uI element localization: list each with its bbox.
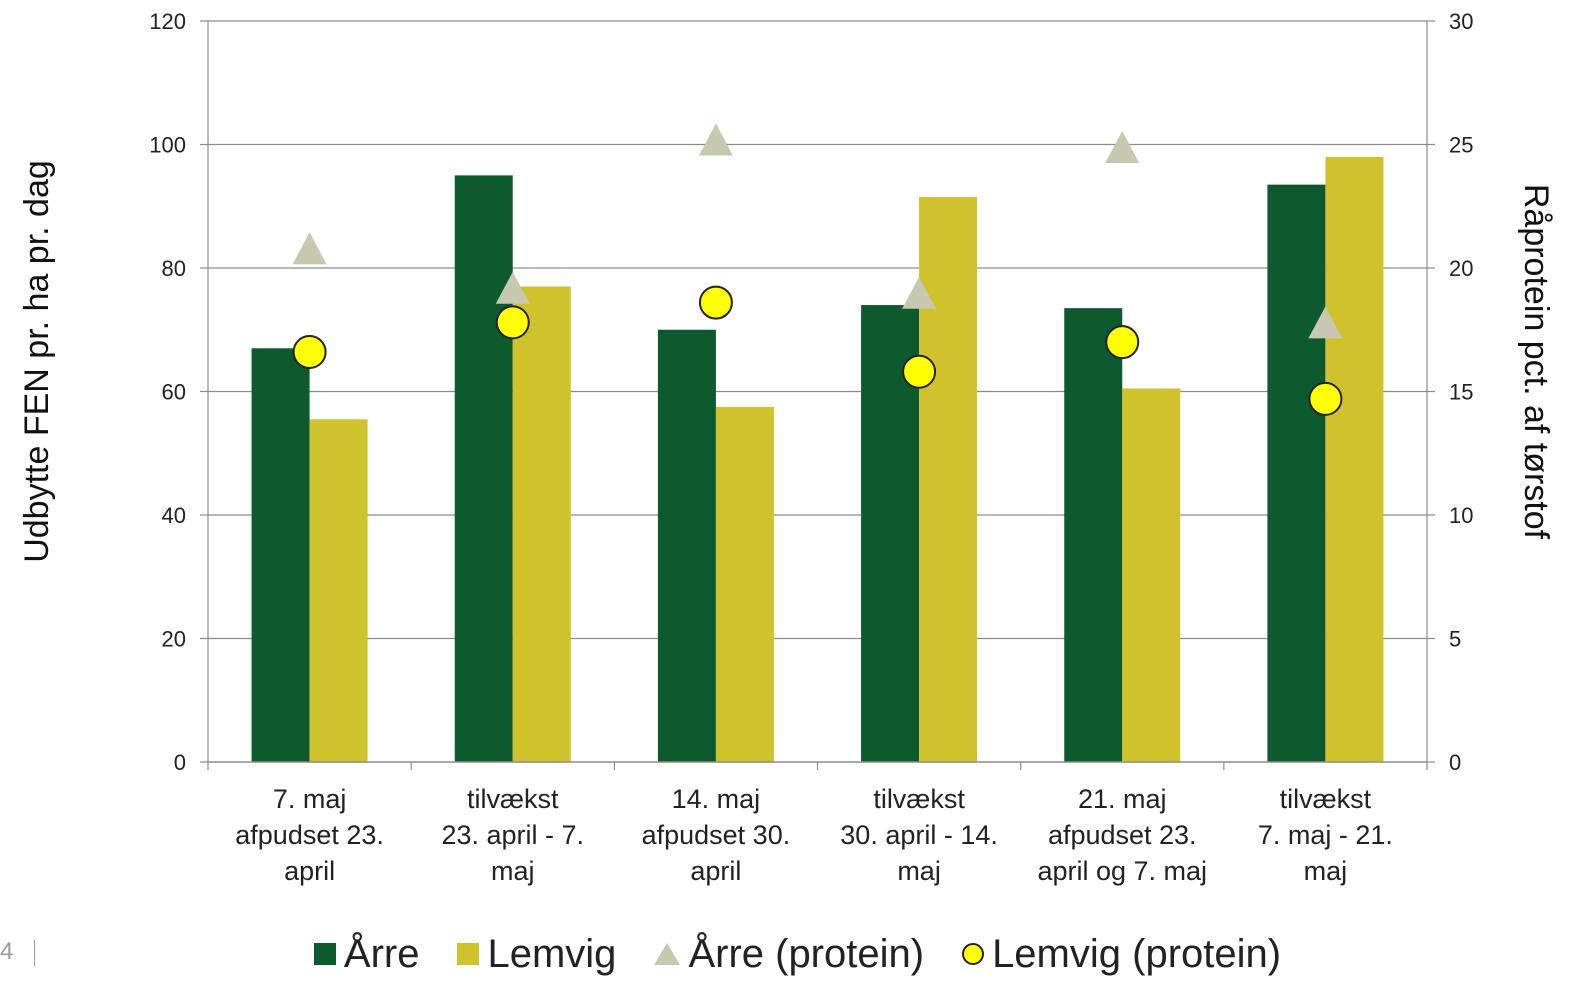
page-number: 4 bbox=[0, 938, 36, 966]
x-tick-label: 21. maj bbox=[1078, 784, 1167, 814]
legend-item-lemvig-protein: Lemvig (protein) bbox=[962, 932, 1281, 977]
legend-label-arre-protein: Årre (protein) bbox=[688, 931, 925, 976]
marker-lemvig-protein bbox=[698, 285, 733, 320]
legend-item-lemvig: Lemvig bbox=[457, 932, 616, 977]
y-tick-label: 80 bbox=[162, 256, 186, 281]
y-axis-label: Udbytte FEN pr. ha pr. dag bbox=[18, 160, 56, 563]
marker-arre-protein bbox=[1105, 130, 1140, 163]
legend-swatch-lemvig-protein bbox=[962, 943, 985, 965]
y-tick-label: 120 bbox=[149, 9, 186, 34]
y2-tick-label: 15 bbox=[1449, 380, 1473, 405]
bar-arre bbox=[1064, 308, 1123, 762]
x-tick-label: maj bbox=[491, 856, 535, 886]
y2-tick-label: 20 bbox=[1449, 256, 1473, 281]
legend-swatch-arre-protein bbox=[654, 943, 681, 965]
x-tick-label: april bbox=[284, 856, 335, 886]
y2-tick-label: 25 bbox=[1449, 133, 1473, 158]
marker-arre-protein bbox=[902, 276, 937, 309]
y-tick-label: 40 bbox=[162, 503, 186, 528]
x-tick-label: 14. maj bbox=[672, 784, 761, 814]
x-tick-label: tilvækst bbox=[467, 784, 559, 814]
page-number-value: 4 bbox=[0, 938, 14, 965]
y-tick-label: 0 bbox=[174, 750, 186, 775]
y-tick-label: 60 bbox=[162, 380, 186, 405]
bar-lemvig bbox=[512, 286, 571, 762]
x-tick-label: afpudset 23. bbox=[1048, 820, 1197, 850]
x-tick-label: 7. maj - 21. bbox=[1258, 820, 1393, 850]
legend-item-arre-protein: Årre (protein) bbox=[654, 932, 924, 977]
marker-arre-protein bbox=[292, 232, 327, 265]
x-tick-label: afpudset 23. bbox=[235, 820, 384, 850]
y-tick-label: 20 bbox=[162, 627, 186, 652]
x-tick-label: 7. maj bbox=[273, 784, 347, 814]
marker-lemvig-protein bbox=[495, 305, 530, 340]
legend-label-arre: Årre bbox=[343, 931, 420, 976]
x-tick-label: april og 7. maj bbox=[1037, 856, 1207, 886]
x-tick-label: april bbox=[690, 856, 741, 886]
bar-arre bbox=[1267, 184, 1326, 762]
marker-lemvig-protein bbox=[1105, 325, 1140, 360]
marker-lemvig-protein bbox=[1308, 381, 1343, 416]
y2-tick-label: 30 bbox=[1449, 9, 1473, 34]
legend-item-arre: Årre bbox=[313, 931, 420, 977]
marker-arre-protein bbox=[698, 123, 733, 156]
page-number-divider bbox=[34, 939, 36, 966]
x-tick-label: maj bbox=[897, 856, 941, 886]
x-tick-label: tilvækst bbox=[873, 784, 965, 814]
bar-lemvig bbox=[309, 419, 368, 762]
marker-lemvig-protein bbox=[292, 334, 327, 369]
marker-lemvig-protein bbox=[902, 354, 937, 389]
y2-tick-label: 5 bbox=[1449, 627, 1461, 652]
x-tick-label: maj bbox=[1304, 856, 1348, 886]
bar-arre bbox=[251, 348, 310, 762]
y2-tick-label: 0 bbox=[1449, 750, 1461, 775]
legend-swatch-lemvig bbox=[457, 943, 480, 965]
y2-axis-label: Råprotein pct. af tørstof bbox=[1517, 184, 1555, 540]
marker-arre-protein bbox=[495, 271, 530, 304]
legend: Årre Lemvig Årre (protein) Lemvig (prote… bbox=[0, 932, 1595, 976]
bar-lemvig bbox=[715, 406, 774, 762]
y-tick-label: 100 bbox=[149, 133, 186, 158]
legend-label-lemvig: Lemvig bbox=[487, 931, 617, 976]
legend-label-lemvig-protein: Lemvig (protein) bbox=[992, 931, 1282, 976]
bar-arre bbox=[657, 329, 716, 762]
x-tick-label: afpudset 30. bbox=[642, 820, 791, 850]
legend-swatch-arre bbox=[313, 943, 336, 965]
bar-arre bbox=[454, 175, 513, 762]
bar-lemvig bbox=[919, 196, 978, 763]
x-tick-label: 30. april - 14. bbox=[840, 820, 998, 850]
y2-tick-label: 10 bbox=[1449, 503, 1473, 528]
marker-arre-protein bbox=[1308, 306, 1343, 339]
bar-lemvig bbox=[1122, 388, 1181, 762]
x-tick-label: tilvækst bbox=[1280, 784, 1372, 814]
x-tick-label: 23. april - 7. bbox=[441, 820, 584, 850]
bar-lemvig bbox=[1325, 156, 1384, 763]
